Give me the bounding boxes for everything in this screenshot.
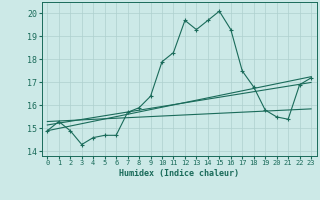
X-axis label: Humidex (Indice chaleur): Humidex (Indice chaleur) xyxy=(119,169,239,178)
